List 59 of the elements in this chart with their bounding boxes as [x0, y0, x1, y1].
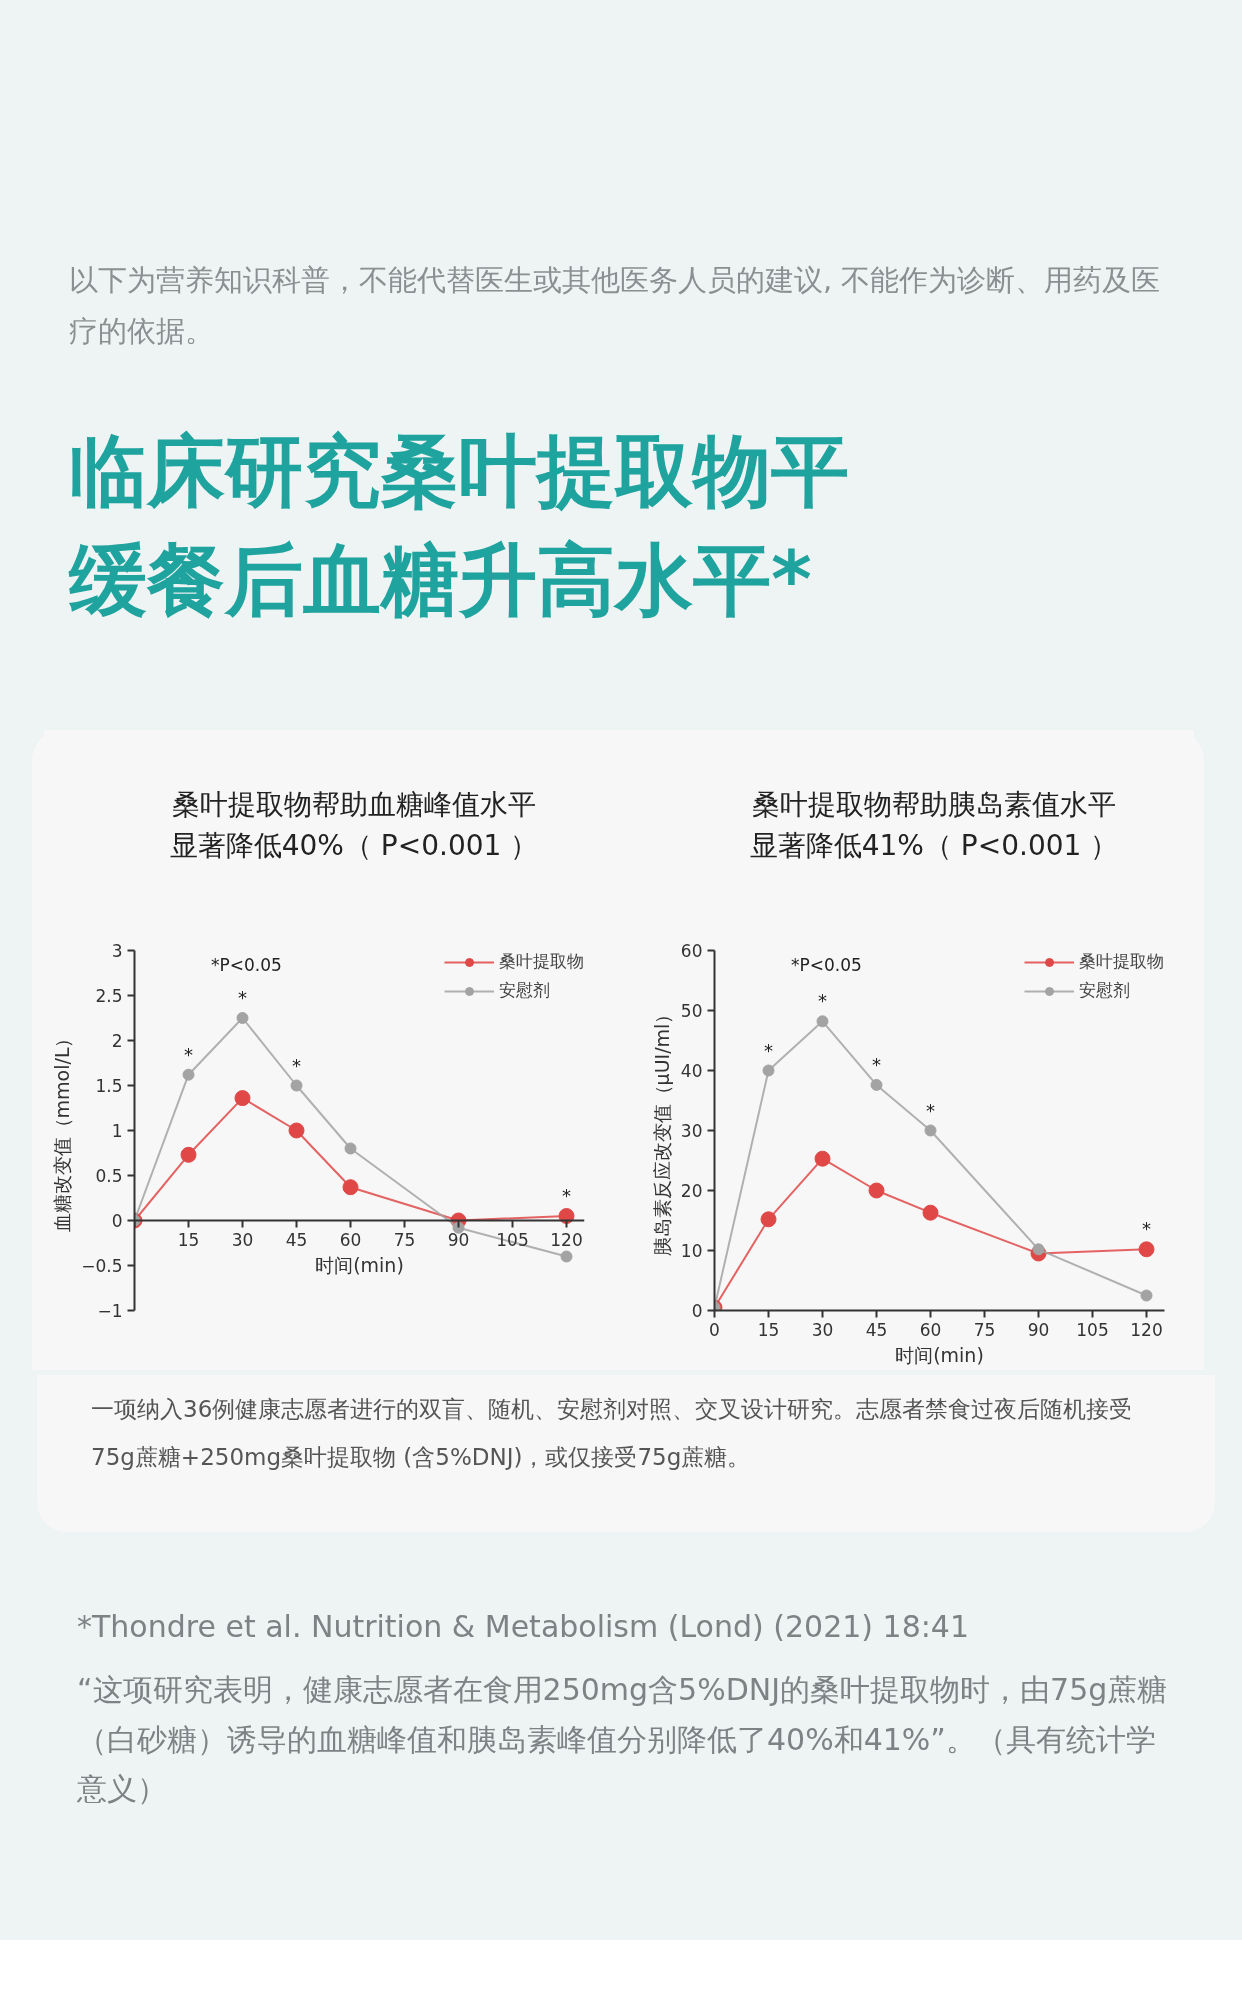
x-tick-label: 45	[865, 1319, 888, 1340]
y-tick-label: 20	[680, 1181, 703, 1201]
y-tick-label: 0	[111, 1211, 123, 1231]
x-tick-label: 90	[1027, 1319, 1050, 1340]
chart-title: 桑叶提取物帮助胰岛素值水平显著降低41%（ P<0.001 ）	[748, 787, 1120, 864]
x-tick-label: 75	[393, 1229, 416, 1250]
legend-label: 桑叶提取物	[1079, 950, 1164, 973]
x-tick-label: 30	[231, 1229, 254, 1250]
y-tick-label: 50	[680, 1001, 703, 1021]
annotation: *	[872, 1053, 881, 1075]
y-tick-label: −0.5	[81, 1256, 123, 1276]
annotation: *	[562, 1185, 571, 1206]
y-tick-label: 60	[680, 941, 703, 961]
annotation: *P<0.05	[211, 954, 282, 975]
y-tick-label: 1	[111, 1121, 123, 1141]
text: 临床研究桑叶提取物平缓餐后血糖升高水平*	[69, 424, 849, 627]
x-tick-label: 60	[339, 1229, 362, 1250]
x-tick-label: 105	[496, 1229, 529, 1250]
y-tick-label: 3	[111, 941, 123, 961]
annotation: *P<0.05	[791, 954, 862, 975]
legend-label: 桑叶提取物	[499, 950, 584, 973]
y-tick-label: 2	[111, 1031, 123, 1051]
y-tick-label: −1	[97, 1301, 123, 1321]
x-axis-title: 时间(min)	[315, 1253, 404, 1276]
annotation: *	[926, 1099, 935, 1121]
y-tick-label: 2.5	[95, 986, 123, 1006]
x-tick-label: 105	[1076, 1319, 1109, 1340]
y-tick-label: 10	[680, 1241, 703, 1261]
chart-title: 桑叶提取物帮助血糖峰值水平显著降低40%（ P<0.001 ）	[168, 787, 540, 864]
text: *Thondre et al. Nutrition & Metabolism (Lond) (2021) 18:41	[76, 1607, 971, 1646]
legend-label: 安慰剂	[499, 979, 550, 1002]
annotation: *	[818, 990, 827, 1012]
x-tick-label: 0	[709, 1319, 720, 1340]
x-tick-label: 120	[550, 1229, 583, 1250]
text: 以下为营养知识科普，不能代替医生或其他医务人员的建议, 不能作为诊断、用药及医疗的依据。	[69, 262, 1162, 350]
annotation: *	[764, 1039, 773, 1061]
x-tick-label: 60	[919, 1319, 942, 1340]
annotation: *	[184, 1043, 193, 1065]
x-tick-label: 90	[447, 1229, 470, 1250]
x-axis-title: 时间(min)	[895, 1343, 984, 1366]
annotation: *	[292, 1054, 301, 1076]
y-axis-title: 胰岛素反应改变值（μUI/ml）	[650, 1004, 673, 1257]
y-tick-label: 1.5	[95, 1076, 123, 1096]
x-tick-label: 30	[811, 1319, 834, 1340]
y-tick-label: 30	[680, 1121, 703, 1141]
legend-label: 安慰剂	[1079, 979, 1130, 1002]
annotation: *	[238, 987, 247, 1008]
x-tick-label: 45	[285, 1229, 308, 1250]
x-tick-label: 120	[1130, 1319, 1163, 1340]
x-tick-label: 75	[973, 1319, 996, 1340]
text: “这项研究表明，健康志愿者在食用250mg含5%DNJ的桑叶提取物时，由75g蔗糖（白砂糖）诱导的血糖峰值和胰岛素峰值分别降低了40%和41%”。（具有统计学意义）	[76, 1671, 1169, 1809]
text: 一项纳入36例健康志愿者进行的双盲、随机、安慰剂对照、交叉设计研究。志愿者禁食过夜后随机接受75g蔗糖+250mg桑叶提取物 (含5%DNJ)，或仅接受75g蔗糖。	[37, 1375, 1215, 1532]
x-tick-label: 15	[757, 1319, 780, 1340]
y-tick-label: 0	[691, 1301, 703, 1321]
y-axis-title: 血糖改变值（mmol/L）	[51, 1028, 74, 1233]
annotation: *	[1142, 1218, 1151, 1240]
y-tick-label: 40	[680, 1061, 703, 1081]
y-tick-label: 0.5	[95, 1166, 123, 1186]
x-tick-label: 15	[177, 1229, 200, 1250]
